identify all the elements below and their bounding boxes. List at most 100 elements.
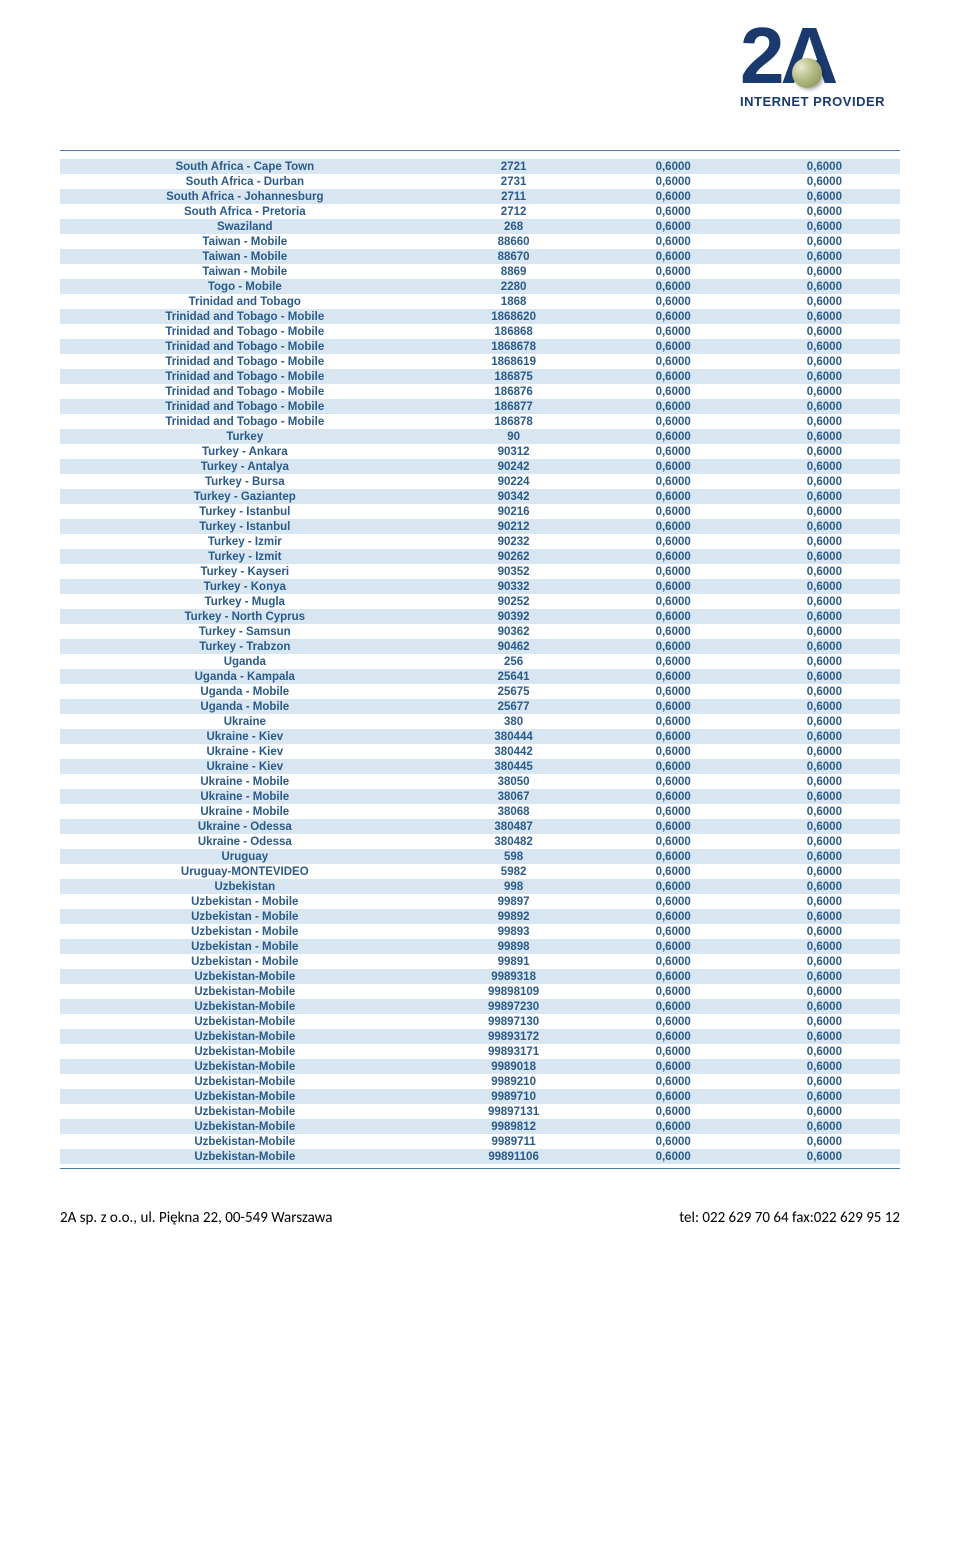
rate2-cell: 0,6000 (749, 174, 900, 189)
rate1-cell: 0,6000 (598, 744, 749, 759)
destination-cell: Turkey - Bursa (60, 474, 430, 489)
rate2-cell: 0,6000 (749, 264, 900, 279)
table-row: Ukraine - Mobile380680,60000,6000 (60, 804, 900, 819)
destination-cell: Ukraine - Odessa (60, 819, 430, 834)
code-cell: 90462 (430, 639, 598, 654)
code-cell: 380442 (430, 744, 598, 759)
rate1-cell: 0,6000 (598, 639, 749, 654)
destination-cell: Turkey - Samsun (60, 624, 430, 639)
rate1-cell: 0,6000 (598, 159, 749, 174)
code-cell: 90242 (430, 459, 598, 474)
rate1-cell: 0,6000 (598, 714, 749, 729)
rate1-cell: 0,6000 (598, 534, 749, 549)
table-row: Ukraine - Odessa3804820,60000,6000 (60, 834, 900, 849)
rate1-cell: 0,6000 (598, 789, 749, 804)
destination-cell: Turkey - Istanbul (60, 504, 430, 519)
code-cell: 998 (430, 879, 598, 894)
destination-cell: Uzbekistan - Mobile (60, 909, 430, 924)
destination-cell: Turkey - Trabzon (60, 639, 430, 654)
rate1-cell: 0,6000 (598, 234, 749, 249)
code-cell: 38067 (430, 789, 598, 804)
rate2-cell: 0,6000 (749, 909, 900, 924)
rate1-cell: 0,6000 (598, 954, 749, 969)
rate2-cell: 0,6000 (749, 699, 900, 714)
destination-cell: Uzbekistan - Mobile (60, 894, 430, 909)
rate2-cell: 0,6000 (749, 1029, 900, 1044)
destination-cell: Trinidad and Tobago - Mobile (60, 324, 430, 339)
rate1-cell: 0,6000 (598, 894, 749, 909)
table-row: Ukraine - Kiev3804440,60000,6000 (60, 729, 900, 744)
destination-cell: Trinidad and Tobago - Mobile (60, 414, 430, 429)
rate1-cell: 0,6000 (598, 324, 749, 339)
table-row: Uzbekistan-Mobile998931720,60000,6000 (60, 1029, 900, 1044)
table-row: Trinidad and Tobago - Mobile18686780,600… (60, 339, 900, 354)
rate2-cell: 0,6000 (749, 894, 900, 909)
rate2-cell: 0,6000 (749, 669, 900, 684)
rate2-cell: 0,6000 (749, 489, 900, 504)
rate2-cell: 0,6000 (749, 384, 900, 399)
code-cell: 99897 (430, 894, 598, 909)
table-row: Uzbekistan-Mobile998971310,60000,6000 (60, 1104, 900, 1119)
table-row: Togo - Mobile22800,60000,6000 (60, 279, 900, 294)
table-row: Turkey - Ankara903120,60000,6000 (60, 444, 900, 459)
destination-cell: Uganda - Kampala (60, 669, 430, 684)
table-row: Uzbekistan - Mobile998980,60000,6000 (60, 939, 900, 954)
rate2-cell: 0,6000 (749, 159, 900, 174)
rate2-cell: 0,6000 (749, 939, 900, 954)
code-cell: 99891 (430, 954, 598, 969)
table-row: Turkey - Izmir902320,60000,6000 (60, 534, 900, 549)
table-row: Uruguay-MONTEVIDEO59820,60000,6000 (60, 864, 900, 879)
rate2-cell: 0,6000 (749, 1014, 900, 1029)
code-cell: 90232 (430, 534, 598, 549)
rate1-cell: 0,6000 (598, 984, 749, 999)
destination-cell: Turkey - Izmir (60, 534, 430, 549)
code-cell: 380 (430, 714, 598, 729)
footer-address: 2A sp. z o.o., ul. Piękna 22, 00-549 War… (60, 1209, 332, 1227)
rate2-cell: 0,6000 (749, 474, 900, 489)
rate1-cell: 0,6000 (598, 294, 749, 309)
rate2-cell: 0,6000 (749, 714, 900, 729)
code-cell: 38068 (430, 804, 598, 819)
rate1-cell: 0,6000 (598, 489, 749, 504)
table-row: Turkey - North Cyprus903920,60000,6000 (60, 609, 900, 624)
code-cell: 90224 (430, 474, 598, 489)
rate2-cell: 0,6000 (749, 744, 900, 759)
destination-cell: Turkey - Kayseri (60, 564, 430, 579)
destination-cell: Uzbekistan - Mobile (60, 939, 430, 954)
page-footer: 2A sp. z o.o., ul. Piękna 22, 00-549 War… (60, 1209, 900, 1227)
rate1-cell: 0,6000 (598, 924, 749, 939)
rate1-cell: 0,6000 (598, 819, 749, 834)
rate2-cell: 0,6000 (749, 519, 900, 534)
code-cell: 90352 (430, 564, 598, 579)
rate1-cell: 0,6000 (598, 189, 749, 204)
rate1-cell: 0,6000 (598, 264, 749, 279)
rate2-cell: 0,6000 (749, 429, 900, 444)
rate2-cell: 0,6000 (749, 294, 900, 309)
code-cell: 9989812 (430, 1119, 598, 1134)
table-row: Uzbekistan-Mobile99892100,60000,6000 (60, 1074, 900, 1089)
code-cell: 25641 (430, 669, 598, 684)
table-row: Ukraine - Mobile380670,60000,6000 (60, 789, 900, 804)
destination-cell: Trinidad and Tobago - Mobile (60, 309, 430, 324)
table-row: Turkey - Trabzon904620,60000,6000 (60, 639, 900, 654)
code-cell: 99893171 (430, 1044, 598, 1059)
table-row: Trinidad and Tobago - Mobile1868780,6000… (60, 414, 900, 429)
destination-cell: Togo - Mobile (60, 279, 430, 294)
code-cell: 598 (430, 849, 598, 864)
destination-cell: Ukraine - Odessa (60, 834, 430, 849)
rate2-cell: 0,6000 (749, 1059, 900, 1074)
rate1-cell: 0,6000 (598, 759, 749, 774)
table-row: Uzbekistan - Mobile998920,60000,6000 (60, 909, 900, 924)
rate2-cell: 0,6000 (749, 999, 900, 1014)
logo-sphere-icon (792, 58, 822, 88)
table-row: Ukraine - Kiev3804420,60000,6000 (60, 744, 900, 759)
table-row: Uzbekistan - Mobile998930,60000,6000 (60, 924, 900, 939)
rate1-cell: 0,6000 (598, 1044, 749, 1059)
table-row: Ukraine - Kiev3804450,60000,6000 (60, 759, 900, 774)
code-cell: 99898 (430, 939, 598, 954)
code-cell: 186875 (430, 369, 598, 384)
rate2-cell: 0,6000 (749, 504, 900, 519)
destination-cell: Uruguay-MONTEVIDEO (60, 864, 430, 879)
rate2-cell: 0,6000 (749, 624, 900, 639)
table-row: Uzbekistan-Mobile998981090,60000,6000 (60, 984, 900, 999)
